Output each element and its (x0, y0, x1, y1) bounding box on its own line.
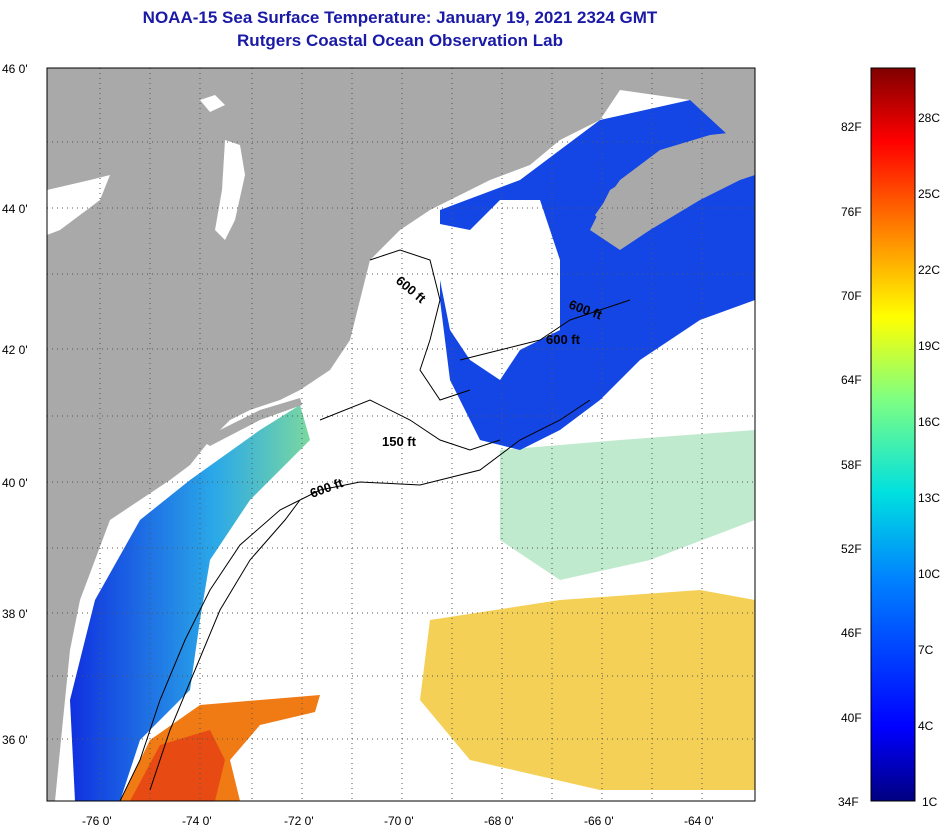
map-subtitle: Rutgers Coastal Ocean Observation Lab (237, 31, 563, 50)
cb-c-label: 13C (918, 491, 941, 505)
lon-label: -74 0' (182, 814, 212, 828)
lon-label: -76 0' (82, 814, 112, 828)
map-title: NOAA-15 Sea Surface Temperature: January… (142, 8, 658, 27)
cb-c-label: 7C (918, 643, 934, 657)
cb-c-label: 1C (922, 795, 938, 809)
bathymetry-contours (119, 249, 631, 801)
lat-label: 42 0' (2, 343, 28, 357)
cb-f-label: 40F (841, 711, 862, 725)
longitude-labels: -76 0' -74 0' -72 0' -70 0' -68 0' -66 0… (82, 814, 714, 828)
cb-c-label: 28C (918, 111, 941, 125)
cb-f-label: 58F (841, 458, 862, 472)
land-mass (47, 68, 755, 801)
offshore-warm-patches (420, 590, 755, 790)
cb-c-label: 22C (918, 263, 941, 277)
lon-label: -66 0' (584, 814, 614, 828)
lat-label: 46 0' (2, 62, 28, 76)
scattered-green-patches (500, 430, 755, 580)
cb-c-label: 4C (918, 719, 934, 733)
lon-label: -72 0' (284, 814, 314, 828)
lake (215, 140, 245, 240)
lon-label: -64 0' (684, 814, 714, 828)
lat-label: 36 0' (2, 733, 28, 747)
cb-c-label: 16C (918, 415, 941, 429)
cb-f-label: 34F (838, 795, 859, 809)
lat-label: 38 0' (2, 607, 28, 621)
cb-f-label: 64F (841, 373, 862, 387)
contour-label: 600 ft (546, 332, 581, 347)
cb-c-label: 19C (918, 339, 941, 353)
nova-scotia-land (595, 130, 755, 245)
cb-f-label: 82F (841, 120, 862, 134)
lat-label: 40 0' (2, 476, 28, 490)
contour-label: 150 ft (382, 434, 417, 449)
map-frame (46, 67, 756, 802)
cb-f-label: 46F (841, 626, 862, 640)
gulf-stream-region (130, 730, 225, 801)
cb-c-label: 10C (918, 567, 941, 581)
cb-f-label: 70F (841, 289, 862, 303)
lake (200, 95, 225, 112)
lon-label: -68 0' (484, 814, 514, 828)
lon-label: -70 0' (384, 814, 414, 828)
grid-lines (47, 68, 755, 801)
cb-f-label: 76F (841, 205, 862, 219)
lat-label: 44 0' (2, 202, 28, 216)
cb-f-label: 52F (841, 542, 862, 556)
shelf-water-region (70, 405, 310, 801)
latitude-labels: 46 0' 44 0' 42 0' 40 0' 38 0' 36 0' (2, 62, 28, 747)
color-bar (870, 67, 916, 802)
cloud-cover-gom (360, 200, 560, 380)
long-island-land (200, 398, 302, 446)
cb-c-label: 25C (918, 187, 941, 201)
lake (47, 175, 110, 235)
